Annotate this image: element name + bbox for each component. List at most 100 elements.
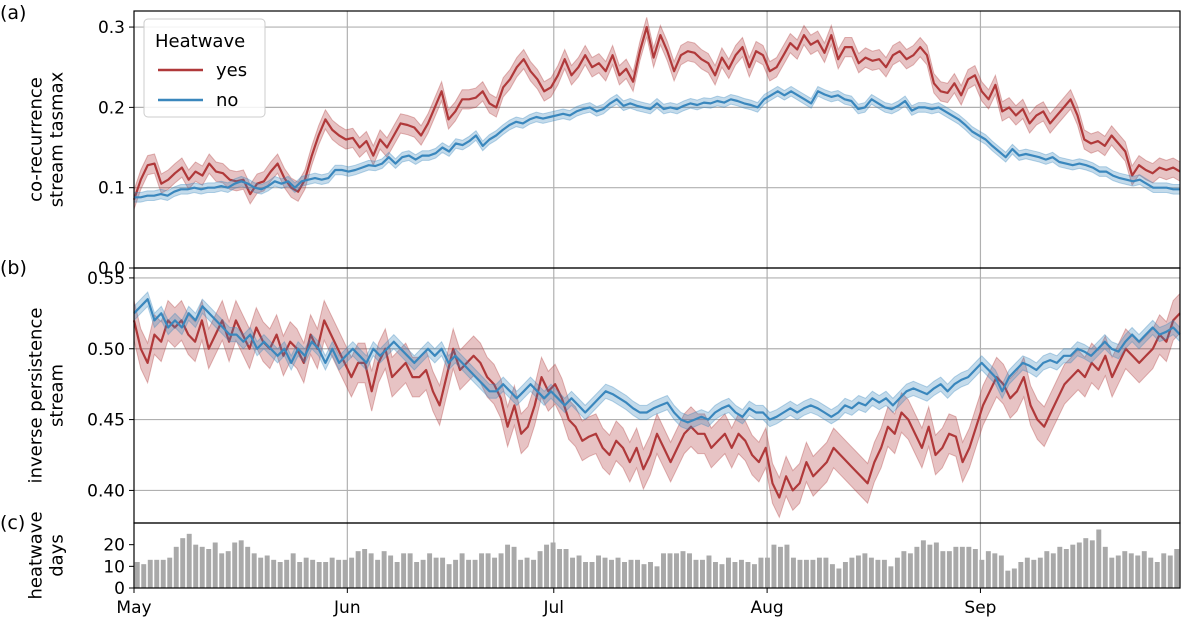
heatwave-days-bar: [232, 542, 238, 588]
heatwave-days-bar: [959, 546, 965, 588]
y-tick-label: 0.55: [87, 269, 125, 289]
heatwave-days-bar: [1076, 542, 1082, 588]
heatwave-days-bar: [972, 549, 978, 588]
heatwave-days-bar: [375, 559, 381, 588]
heatwave-days-bar: [433, 557, 439, 588]
y-tick-label: 0.2: [98, 98, 125, 118]
heatwave-days-bar: [680, 551, 686, 588]
heatwave-days-bar: [920, 540, 926, 588]
frame-layer: [129, 10, 1181, 593]
heatwave-days-bar: [303, 557, 309, 588]
heatwave-days-bar: [1161, 553, 1167, 588]
y-axis-label: stream tasmax: [47, 71, 68, 207]
heatwave-days-bar: [485, 553, 491, 588]
heatwave-days-bar: [654, 566, 660, 588]
heatwave-days-bar: [784, 544, 790, 588]
x-tick-label: Sep: [964, 598, 996, 618]
heatwave-days-bar: [1154, 562, 1160, 588]
heatwave-days-bar: [635, 559, 640, 588]
heatwave-days-bar: [1044, 551, 1050, 588]
heatwave-days-bar: [524, 557, 530, 588]
y-axis-label: inverse persistence: [26, 308, 47, 484]
series-yes-line: [132, 26, 1181, 201]
heatwave-days-bar: [829, 564, 835, 588]
heatwave-days-bar: [1005, 570, 1011, 588]
heatwave-days-bar: [1148, 557, 1154, 588]
heatwave-days-bar: [667, 553, 673, 588]
y-tick-label: 20: [103, 536, 125, 556]
heatwave-days-bar: [199, 546, 205, 588]
heatwave-days-bar: [407, 553, 413, 588]
heatwave-days-bar: [186, 533, 192, 588]
heatwave-days-bar: [388, 555, 394, 588]
heatwave-days-bar: [511, 546, 517, 588]
heatwave-days-bar: [700, 559, 705, 588]
heatwave-days-bar: [349, 557, 355, 588]
heatwave-days-bar: [459, 553, 465, 588]
x-tick-label: Jul: [543, 598, 565, 618]
heatwave-days-bar: [141, 564, 147, 588]
heatwave-days-bar: [914, 546, 920, 588]
heatwave-days-bar: [1089, 540, 1095, 588]
heatwave-days-bar: [953, 546, 959, 588]
heatwave-days-bar: [894, 557, 900, 588]
heatwave-days-bar: [498, 553, 504, 588]
heatwave-days-bar: [881, 559, 887, 588]
heatwave-days-bar: [401, 553, 407, 588]
heatwave-days-bar: [979, 559, 985, 588]
heatwave-days-bar: [583, 562, 589, 588]
heatwave-days-bar: [1063, 549, 1069, 588]
heatwave-days-bar: [1122, 551, 1128, 588]
heatwave-days-bar: [875, 559, 881, 588]
heatwave-days-bar: [596, 555, 601, 588]
heatwave-days-bar: [225, 551, 231, 588]
heatwave-days-bar: [927, 544, 933, 588]
heatwave-days-bar: [745, 562, 751, 588]
heatwave-days-bar: [381, 551, 387, 588]
heatwave-days-bar: [310, 559, 316, 588]
heatwave-days-bar: [738, 559, 744, 588]
y-axis-label: heatwave: [26, 511, 47, 599]
heatwave-days-bar: [687, 553, 692, 588]
heatwave-days-bar: [180, 538, 186, 588]
heatwave-days-bar: [570, 557, 576, 588]
heatwave-days-bar: [505, 544, 511, 588]
heatwave-days-bar: [212, 542, 218, 588]
heatwave-days-bar: [940, 551, 946, 588]
heatwave-days-bar: [998, 555, 1004, 588]
heatwave-days-bar: [764, 557, 770, 588]
heatwave-days-bar: [661, 553, 666, 588]
heatwave-days-bar: [1011, 568, 1017, 588]
heatwave-days-bar: [368, 553, 374, 588]
heatwave-days-bar: [966, 546, 972, 588]
heatwave-days-bar: [1102, 546, 1108, 588]
heatwave-days-bar: [440, 557, 446, 588]
heatwave-days-bar: [1109, 557, 1115, 588]
heatwave-days-bar: [823, 557, 829, 588]
heatwave-days-bar: [803, 559, 809, 588]
heatwave-days-bar: [1096, 529, 1102, 588]
legend-label-no: no: [216, 90, 238, 111]
heatwave-days-bar: [518, 559, 524, 588]
heatwave-days-bar: [453, 559, 459, 588]
data-layer: [132, 17, 1181, 588]
heatwave-days-bar: [706, 555, 712, 588]
heatwave-days-bar: [602, 557, 608, 588]
grid-layer: [134, 11, 1180, 588]
heatwave-days-bar: [868, 557, 874, 588]
heatwave-days-bar: [1037, 557, 1043, 588]
heatwave-days-bar: [725, 557, 731, 588]
heatwave-days-bar: [1018, 562, 1024, 588]
panel-frame: [133, 522, 1181, 589]
heatwave-days-bar: [336, 559, 342, 588]
legend-title: Heatwave: [155, 31, 245, 52]
heatwave-days-bar: [933, 542, 939, 588]
heatwave-days-bar: [628, 559, 634, 588]
heatwave-days-bar: [316, 562, 322, 588]
heatwave-days-bar: [732, 562, 738, 588]
y-axis-label: co-recurrence: [26, 77, 47, 202]
legend-label-yes: yes: [216, 60, 247, 81]
heatwave-days-bar: [134, 562, 140, 588]
heatwave-days-bar: [323, 562, 329, 588]
